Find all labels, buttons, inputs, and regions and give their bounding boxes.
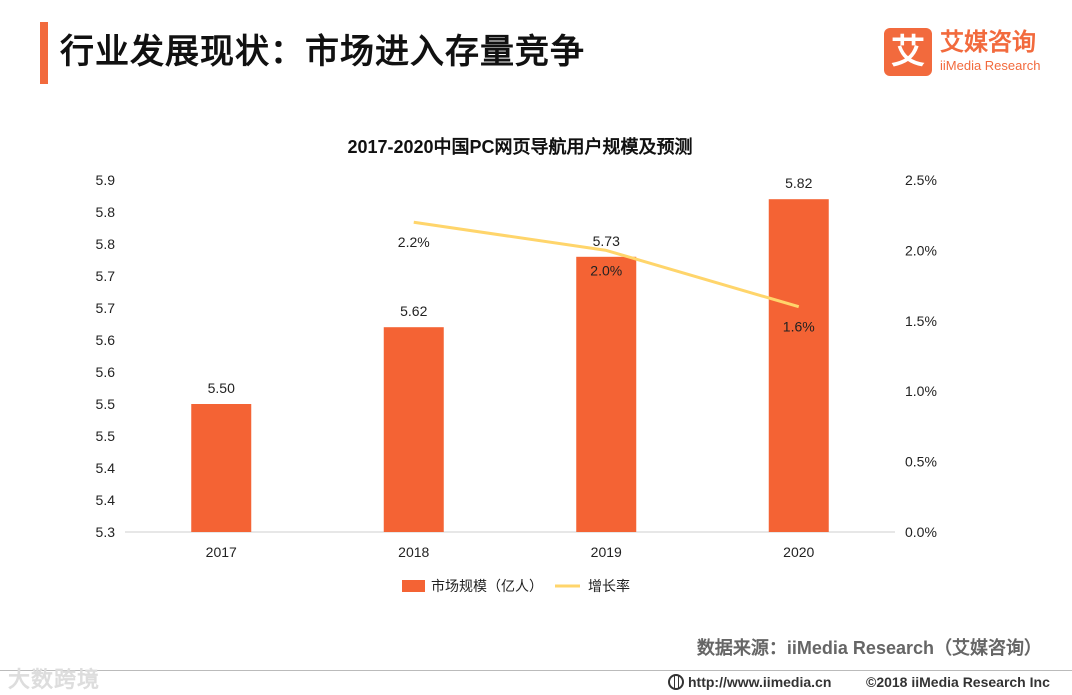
page-title: 行业发展现状：市场进入存量竞争	[60, 33, 585, 71]
left-axis-tick-label: 5.6	[96, 364, 116, 380]
left-axis-tick-label: 5.6	[96, 332, 116, 348]
left-axis-tick-label: 5.8	[96, 236, 116, 252]
bar-2017	[191, 404, 252, 532]
legend-label-line: 增长率	[588, 578, 630, 594]
footer-copyright: ©2018 iiMedia Research Inc	[866, 674, 1050, 690]
x-axis-tick-label: 2017	[206, 544, 237, 560]
left-axis-tick-label: 5.3	[96, 524, 116, 540]
combo-chart: 2017-2020中国PC网页导航用户规模及预测 5.9 5.8 5.8 5.7 5.7 5…	[96, 136, 937, 594]
left-axis-tick-label: 5.8	[96, 204, 116, 220]
title-accent-bar	[40, 22, 48, 84]
logo-subtitle: iiMedia Research	[940, 58, 1041, 73]
left-axis-tick-label: 5.7	[96, 268, 116, 284]
left-axis-tick-label: 5.9	[96, 172, 116, 188]
bar-2019	[576, 256, 637, 532]
footer-url[interactable]: http://www.iimedia.cn	[668, 674, 831, 690]
growth-rate-label: 1.6%	[783, 319, 815, 335]
left-axis-tick-label: 5.7	[96, 300, 116, 316]
x-axis-tick-label: 2018	[398, 544, 429, 560]
growth-rate-label: 2.0%	[590, 262, 622, 278]
growth-rate-label: 2.2%	[398, 234, 430, 250]
logo-name: 艾媒咨询	[940, 29, 1036, 56]
right-axis-tick-label: 1.0%	[905, 383, 937, 399]
bar-value-label: 5.73	[593, 233, 620, 249]
footer-url-text[interactable]: http://www.iimedia.cn	[688, 674, 832, 690]
legend-label-bar: 市场规模（亿人）	[431, 578, 543, 594]
footer-divider	[0, 670, 1072, 671]
right-axis-tick-label: 0.0%	[905, 524, 937, 540]
data-source: 数据来源：iiMedia Research（艾媒咨询）	[696, 638, 1042, 658]
left-axis-tick-label: 5.4	[96, 460, 116, 476]
legend-swatch-bar	[402, 580, 425, 592]
globe-icon	[668, 674, 684, 690]
bar-2020	[768, 199, 829, 532]
bar-2018	[383, 327, 444, 532]
brand-logo: 艾 艾媒咨询 iiMedia Research	[884, 28, 1064, 80]
bar-value-label: 5.62	[400, 303, 427, 319]
right-axis-tick-label: 0.5%	[905, 454, 937, 470]
right-axis-tick-label: 2.0%	[905, 242, 937, 258]
right-axis-tick-label: 1.5%	[905, 313, 937, 329]
bar-value-label: 5.82	[785, 175, 812, 191]
left-axis-tick-label: 5.4	[96, 492, 116, 508]
growth-rate-line	[413, 220, 800, 309]
left-axis-tick-label: 5.5	[96, 396, 116, 412]
right-axis-tick-label: 2.5%	[905, 172, 937, 188]
watermark: 大数跨境	[8, 667, 101, 692]
chart-title: 2017-2020中国PC网页导航用户规模及预测	[347, 136, 692, 157]
x-axis-tick-label: 2020	[783, 544, 814, 560]
x-axis-tick-label: 2019	[591, 544, 622, 560]
logo-icon: 艾	[884, 28, 932, 76]
left-axis-tick-label: 5.5	[96, 428, 116, 444]
bar-value-label: 5.50	[208, 380, 235, 396]
